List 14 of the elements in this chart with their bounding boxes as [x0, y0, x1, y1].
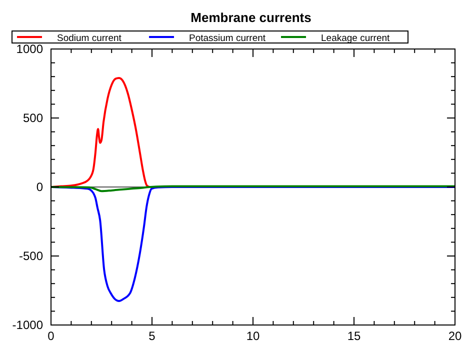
x-tick-label: 0 [48, 329, 55, 343]
chart-title: Membrane currents [190, 10, 312, 25]
y-tick-label: -500 [18, 249, 44, 263]
legend-label: Sodium current [57, 33, 122, 44]
x-tick-label: 5 [148, 329, 156, 343]
x-tick-label: 10 [246, 329, 260, 343]
y-tick-label: -1000 [12, 318, 44, 332]
y-tick-label: 500 [22, 111, 44, 125]
x-tick-label: 20 [448, 329, 462, 343]
x-tick-label: 15 [347, 329, 361, 343]
y-tick-label: 0 [36, 180, 44, 194]
legend-label: Leakage current [321, 33, 390, 44]
legend-label: Potassium current [189, 33, 266, 44]
y-tick-label: 1000 [16, 42, 44, 56]
